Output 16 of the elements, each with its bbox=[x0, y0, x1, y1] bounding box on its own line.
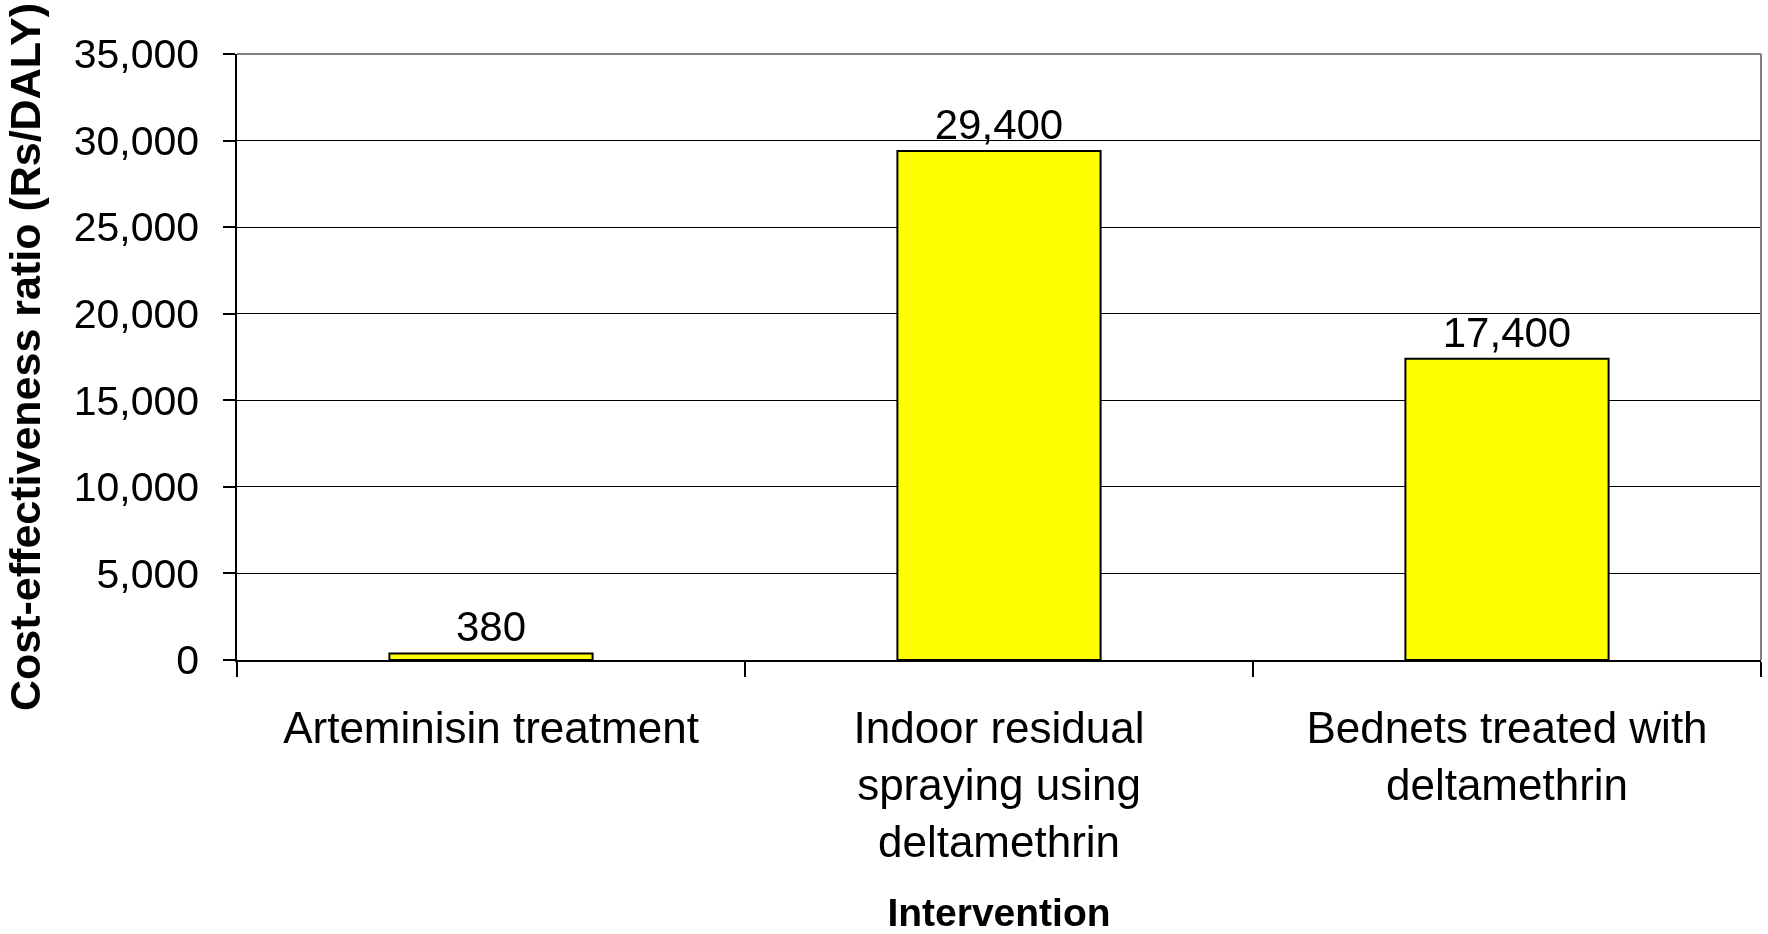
y-tick-label: 5,000 bbox=[96, 550, 200, 597]
data-label: 29,400 bbox=[934, 100, 1064, 148]
y-tick-label: 10,000 bbox=[73, 464, 200, 511]
y-tick-label: 0 bbox=[176, 637, 200, 684]
x-axis-title: Intervention bbox=[887, 891, 1111, 934]
y-tick-label: 35,000 bbox=[73, 31, 200, 78]
y-tick-label: 20,000 bbox=[73, 291, 200, 338]
y-tick-label: 30,000 bbox=[73, 117, 200, 164]
data-label: 17,400 bbox=[1442, 308, 1572, 356]
data-label: 380 bbox=[455, 603, 527, 651]
x-tick-label: Indoor residual spraying using deltamethrin bbox=[853, 702, 1145, 866]
x-tick-label: Bednets treated with deltamethrin bbox=[1306, 702, 1708, 809]
y-tick-label: 15,000 bbox=[73, 377, 200, 424]
x-tick-label: Arteminisin treatment bbox=[283, 702, 699, 752]
y-axis-title: Cost-effectiveness ratio (Rs/DALY) bbox=[0, 2, 49, 712]
y-tick-label: 25,000 bbox=[73, 204, 200, 251]
